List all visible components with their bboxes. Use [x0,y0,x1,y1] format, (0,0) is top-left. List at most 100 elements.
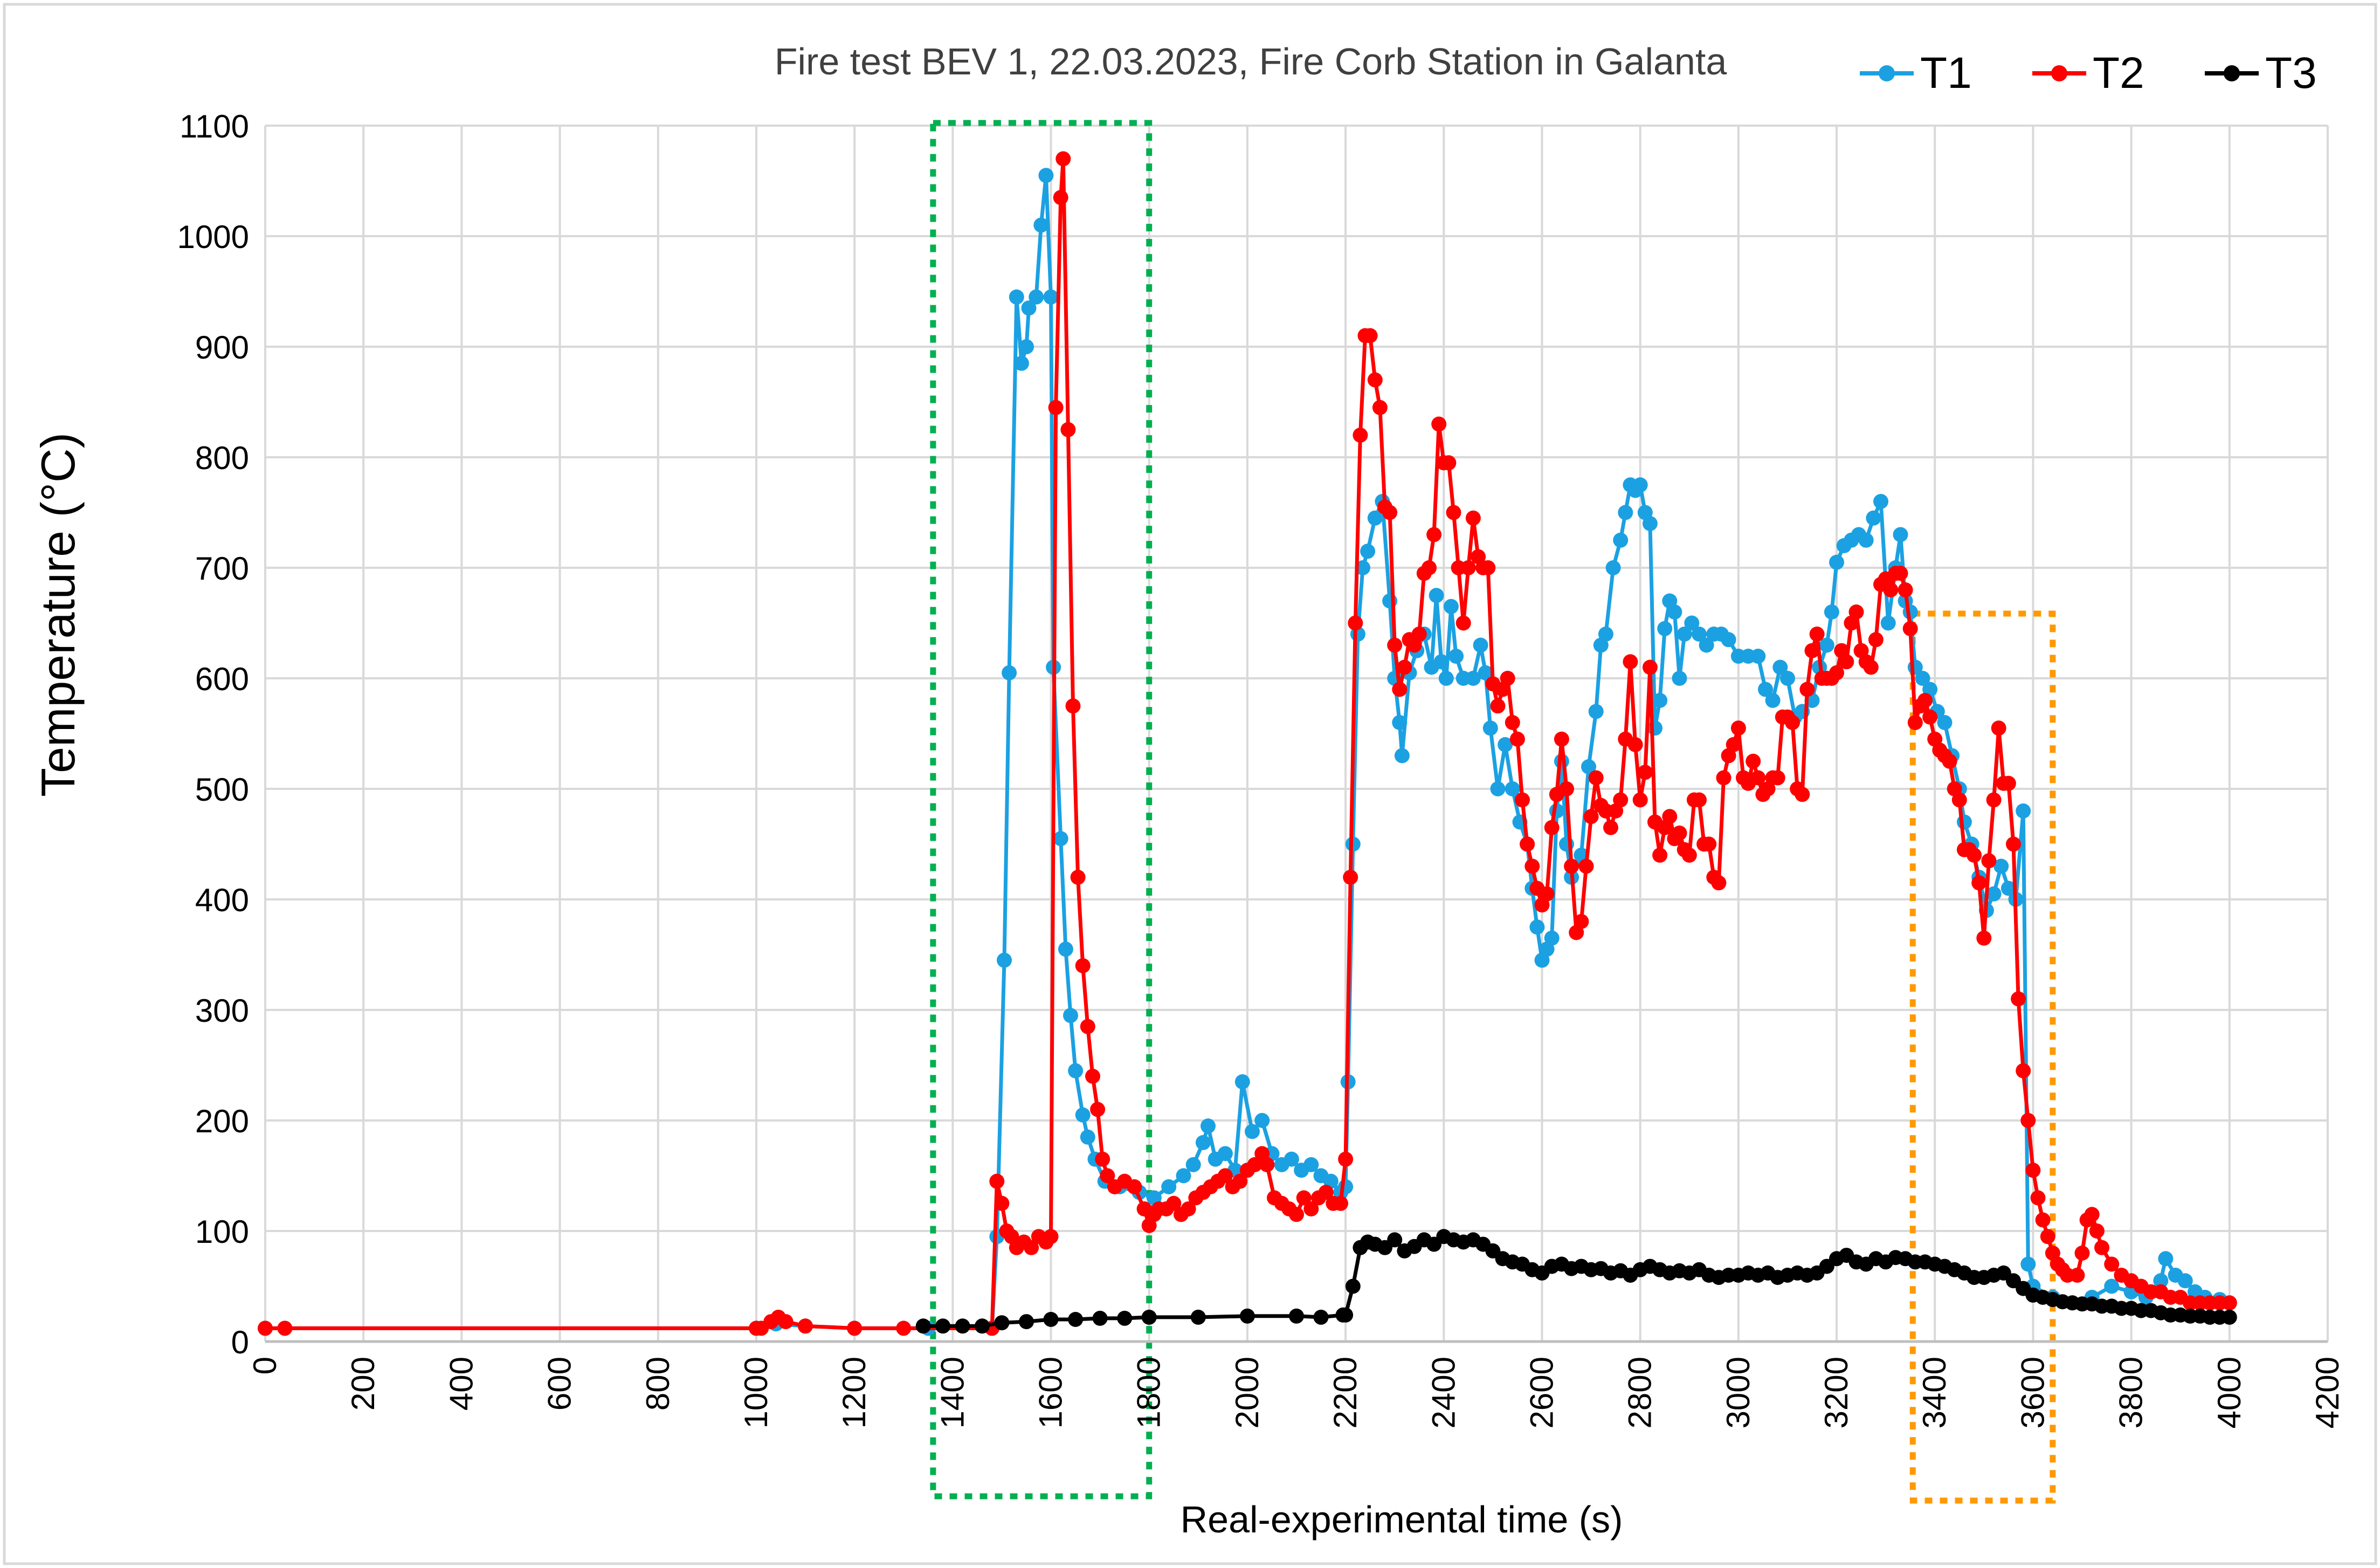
data-point-T2 [1692,792,1707,808]
data-point-T2 [1730,720,1746,736]
data-point-T1 [1033,217,1049,233]
data-point-T2 [1411,627,1427,642]
data-point-T2 [1353,428,1368,443]
x-tick-label: 600 [542,1357,578,1411]
data-point-T1 [1672,671,1687,686]
x-tick-label: 2400 [1425,1357,1461,1428]
y-tick-label: 400 [195,882,249,918]
data-point-T2 [1100,1168,1115,1184]
data-point-T1 [1360,544,1376,559]
data-point-T3 [1068,1312,1084,1327]
data-point-T1 [1692,627,1707,642]
legend-swatch-marker-T2 [2051,65,2067,81]
data-point-T2 [989,1173,1005,1189]
legend-label-T1: T1 [1920,49,1972,98]
data-point-T1 [1588,704,1604,719]
y-tick-label: 700 [195,551,249,587]
data-point-T1 [1392,715,1408,730]
x-tick-label: 2600 [1523,1357,1560,1428]
data-point-T2 [1804,643,1820,658]
data-point-T1 [1772,659,1788,675]
data-point-T2 [1333,1195,1348,1211]
data-point-T2 [1632,792,1648,808]
y-tick-label: 200 [195,1103,249,1139]
data-point-T2 [1795,787,1810,802]
data-point-T3 [1141,1309,1157,1325]
data-point-T2 [1662,809,1678,824]
data-point-T2 [1701,836,1717,852]
data-point-T3 [1019,1314,1034,1330]
series-group [258,151,2237,1336]
data-point-T2 [1217,1168,1233,1184]
x-tick-label: 800 [640,1357,676,1411]
data-point-T2 [1090,1102,1106,1117]
data-point-T2 [1465,510,1481,526]
data-point-T2 [1942,753,1957,769]
data-point-T2 [1247,1157,1263,1172]
data-point-T3 [994,1315,1010,1331]
data-point-T2 [1559,781,1574,796]
data-point-T2 [1509,731,1525,747]
data-point-T3 [1338,1307,1354,1323]
data-point-T1 [1498,737,1513,752]
data-point-T1 [1080,1129,1095,1145]
data-point-T2 [1372,400,1388,415]
data-point-T2 [1367,372,1383,388]
tick-labels: 0 100 200 300 400 500 600 700 800 900 1000 1100 0 200… [177,108,2345,1428]
data-point-T2 [1426,527,1442,542]
data-point-T2 [1981,853,1997,869]
data-point-T2 [1515,792,1530,808]
data-point-T1 [1465,671,1481,686]
data-point-T2 [1613,792,1629,808]
data-point-T2 [1080,1019,1095,1034]
data-point-T2 [2011,991,2026,1007]
data-point-T2 [2094,1240,2109,1255]
data-point-T2 [2069,1268,2085,1283]
data-point-T2 [1232,1173,1248,1189]
y-tick-label: 800 [195,440,249,476]
data-point-T1 [1303,1157,1319,1172]
data-point-T2 [1539,886,1555,902]
data-point-T2 [1056,151,1071,167]
y-tick-label: 1000 [177,219,249,255]
data-point-T2 [1642,659,1658,675]
green-box [930,120,1153,1500]
x-tick-label: 3400 [1916,1357,1953,1428]
data-point-T2 [1085,1069,1100,1084]
data-point-T1 [1598,627,1613,642]
data-point-T1 [1765,693,1781,708]
x-tick-label: 1000 [738,1357,774,1428]
data-point-T2 [1902,621,1918,636]
x-tick-label: 4200 [2309,1357,2345,1428]
data-point-T2 [1303,1201,1319,1216]
series-T2 [258,151,2237,1336]
data-point-T1 [1013,355,1029,371]
data-point-T1 [1217,1146,1233,1161]
data-point-T1 [1443,599,1459,614]
data-point-T2 [1166,1195,1182,1211]
data-point-T2 [1588,770,1604,786]
data-point-T2 [1785,715,1800,730]
data-point-T1 [1758,682,1773,697]
data-point-T2 [1338,1151,1354,1167]
data-point-T2 [1623,654,1638,670]
data-point-T2 [1490,698,1506,714]
data-point-T2 [1564,858,1579,874]
data-point-T2 [1441,455,1457,471]
data-point-T1 [1873,494,1888,509]
data-point-T1 [1482,720,1498,736]
data-point-T2 [2030,1190,2046,1206]
data-point-T1 [2104,1278,2120,1294]
y-tick-label: 600 [195,661,249,697]
data-point-T2 [2025,1163,2041,1178]
data-point-T2 [1893,566,1908,581]
data-point-T3 [1313,1309,1329,1325]
data-point-T3 [955,1318,970,1334]
data-point-T2 [1637,765,1653,780]
data-point-T2 [1986,792,2002,808]
data-point-T2 [2222,1295,2237,1311]
legend-swatch-marker-T3 [2224,65,2240,81]
data-point-T1 [1009,289,1024,305]
data-point-T1 [1657,621,1673,636]
